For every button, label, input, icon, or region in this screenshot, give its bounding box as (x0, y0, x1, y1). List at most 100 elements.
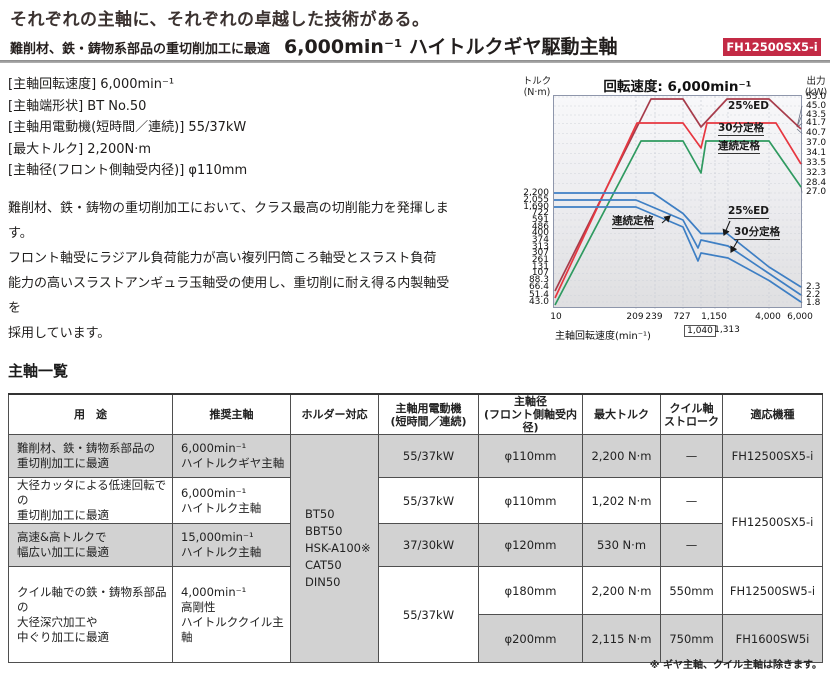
cell-quill-stroke: — (660, 477, 723, 524)
tick-leader-line (800, 163, 803, 165)
cell-motor: 55/37kW (378, 477, 479, 524)
curve-annotation: 30分定格 (734, 226, 781, 240)
cell-spindle: 6,000min⁻¹ ハイトルクギヤ主軸 (172, 434, 291, 478)
x-axis-title: 主軸回転速度(min⁻¹) (555, 331, 651, 342)
y-right-tick-label: 43.5 (806, 109, 827, 120)
tick-leader-line (796, 128, 803, 134)
curve-annotation: 25%ED (728, 205, 770, 219)
y-left-tick-label: 374 (531, 234, 549, 245)
table-row: φ200mm 2,115 N·m 750mm FH1600SW5i (9, 614, 823, 663)
y-right-tick-label: 32.3 (806, 168, 827, 178)
spec-item-speed: [主軸回転速度] 6,000min⁻¹ (8, 77, 175, 92)
table-row: 大径カッタによる低速回転での 重切削加工に最適 6,000min⁻¹ ハイトルク… (8, 477, 823, 567)
x-tick-label: 239 (645, 312, 663, 322)
col-header-model: 適応機種 (722, 393, 823, 435)
cell-spindle: 4,000min⁻¹ 高剛性 ハイトルククイル主軸 (172, 566, 291, 663)
y-left-tick-label: 43.0 (528, 296, 549, 307)
cell-use: 難削材、鉄・鋳物系部品の 重切削加工に最適 (8, 434, 173, 478)
y-right-tick-label: 45.0 (806, 100, 827, 111)
y-left-tick-label: 307 (531, 248, 549, 258)
cell-diameter: φ110mm (478, 434, 583, 478)
y-left-tick-label: 2,200 (523, 187, 549, 198)
subtitle-spindle-name: 6,000min⁻¹ ハイトルクギヤ駆動主軸 (284, 36, 618, 58)
cell-diameter: φ180mm (478, 566, 583, 615)
y-right-tick-label: 34.1 (806, 148, 827, 158)
y-right-axis-unit: 出力 (kW) (804, 76, 828, 98)
power-torque-chart: 回転速度: 6,000min⁻¹ トルク (N·m) 出力 (kW) 主軸回転速… (445, 70, 830, 352)
cell-torque: 2,115 N·m (582, 614, 661, 663)
annotation-arrow (730, 239, 739, 253)
cell-spindle: 6,000min⁻¹ ハイトルク主軸 (172, 477, 291, 524)
y-right-tick-label: 37.0 (806, 138, 827, 148)
table-row: 難削材、鉄・鋳物系部品の 重切削加工に最適 6,000min⁻¹ ハイトルクギヤ… (8, 434, 823, 663)
col-header-motor: 主軸用電動機 (短時間／連続) (378, 393, 479, 435)
curve-annotation: 30分定格 (718, 122, 765, 136)
catch-copy: それぞれの主軸に、それぞれの卓越した技術がある。 (10, 10, 430, 30)
y-left-tick-label: 313 (531, 241, 549, 252)
chart-title: 回転速度: 6,000min⁻¹ (603, 79, 752, 95)
col-header-diameter: 主軸径 (フロント側軸受内径) (478, 393, 583, 435)
table-row: 高速&高トルクで 幅広い加工に最適 15,000min⁻¹ ハイトルク主軸 37… (8, 523, 823, 567)
series-30分定格 出力 (554, 122, 802, 299)
y-right-tick-label: 2.3 (806, 281, 821, 292)
cell-use: クイル軸での鉄・鋳物系部品の 大径深穴加工や 中ぐり加工に最適 (8, 566, 173, 663)
y-left-tick-label: 131 (531, 261, 549, 272)
y-right-tick-label: 40.7 (806, 128, 827, 138)
cell-diameter: φ110mm (478, 477, 583, 524)
x-tick-label: 1,040 (684, 325, 716, 337)
spec-item-diameter: [主軸径(フロント側軸受内径)] φ110mm (8, 163, 248, 178)
cell-motor: 55/37kW (378, 566, 479, 663)
cell-model: FH12500SW5-i (722, 566, 823, 615)
series-25%ED トルク (554, 192, 802, 288)
series-30分定格 トルク (554, 199, 802, 296)
cell-quill-stroke: — (660, 434, 723, 478)
col-header-quill: クイル軸 ストローク (660, 393, 723, 435)
cell-model: FH12500SX5-i (722, 434, 823, 478)
tick-leader-line (796, 105, 803, 128)
y-left-tick-label: 591 (531, 214, 549, 225)
curve-annotation: 25%ED (728, 100, 770, 112)
cell-quill-stroke: — (660, 523, 723, 567)
cell-diameter: φ120mm (478, 523, 583, 567)
cell-torque: 530 N·m (582, 523, 661, 567)
spindle-table: 用 途 推奨主軸 ホルダー対応 主軸用電動機 (短時間／連続) 主軸径 (フロン… (8, 393, 823, 663)
x-tick-label: 1,313 (714, 325, 740, 335)
y-left-tick-label: 1,690 (523, 201, 549, 212)
x-tick-label: 4,000 (755, 312, 781, 322)
page-subtitle: 難削材、鉄・鋳物系部品の重切削加工に最適 6,000min⁻¹ ハイトルクギヤ駆… (10, 32, 618, 59)
y-right-tick-label: 55.0 (806, 91, 827, 102)
x-tick-label: 6,000 (787, 312, 813, 322)
y-right-tick-label: 41.7 (806, 118, 827, 128)
x-tick-label: 1,150 (701, 312, 727, 322)
cell-quill-stroke: 750mm (660, 614, 723, 663)
x-tick-label: 209 (626, 312, 644, 322)
x-tick-label: 727 (673, 312, 691, 322)
curve-annotation: 連続定格 (612, 215, 654, 229)
cell-use: 大径カッタによる低速回転での 重切削加工に最適 (8, 477, 173, 524)
spec-item-motor: [主軸用電動機(短時間／連続)] 55/37kW (8, 120, 247, 135)
cell-model: FH12500SX5-i (722, 477, 823, 567)
table-header-row: 用 途 推奨主軸 ホルダー対応 主軸用電動機 (短時間／連続) 主軸径 (フロン… (8, 393, 823, 435)
col-header-holder: ホルダー対応 (290, 393, 379, 435)
cell-holder-options: BT50 BBT50 HSK-A100※ CAT50 DIN50 (290, 434, 379, 663)
y-left-tick-label: 2,055 (523, 194, 549, 205)
y-right-tick-label: 1.8 (806, 297, 821, 308)
cell-use: 高速&高トルクで 幅広い加工に最適 (8, 523, 173, 567)
description-paragraph: 難削材、鉄・鋳物の重切削加工において、クラス最高の切削能力を発揮します。 フロン… (8, 201, 450, 341)
y-right-tick-label: 27.0 (806, 187, 827, 197)
tick-leader-line (800, 186, 803, 193)
spec-item-taper: [主軸端形状] BT No.50 (8, 98, 147, 114)
subtitle-application: 難削材、鉄・鋳物系部品の重切削加工に最適 (10, 42, 271, 57)
y-left-tick-label: 88.3 (528, 275, 549, 285)
cell-torque: 1,202 N·m (582, 477, 661, 524)
curves-svg (554, 96, 803, 309)
cell-diameter: φ200mm (478, 614, 583, 663)
spec-list: [主軸回転速度] 6,000min⁻¹ [主軸端形状] BT No.50 [主軸… (8, 74, 247, 182)
table-footnote: ※ ギヤ主軸、クイル主軸は除きます。 (649, 660, 822, 671)
y-left-tick-label: 261 (531, 254, 549, 265)
plot-area (553, 95, 803, 309)
curve-annotation: 連続定格 (718, 140, 760, 154)
series-25%ED 出力 (554, 98, 802, 292)
table-row: クイル軸での鉄・鋳物系部品の 大径深穴加工や 中ぐり加工に最適 4,000min… (8, 566, 823, 663)
